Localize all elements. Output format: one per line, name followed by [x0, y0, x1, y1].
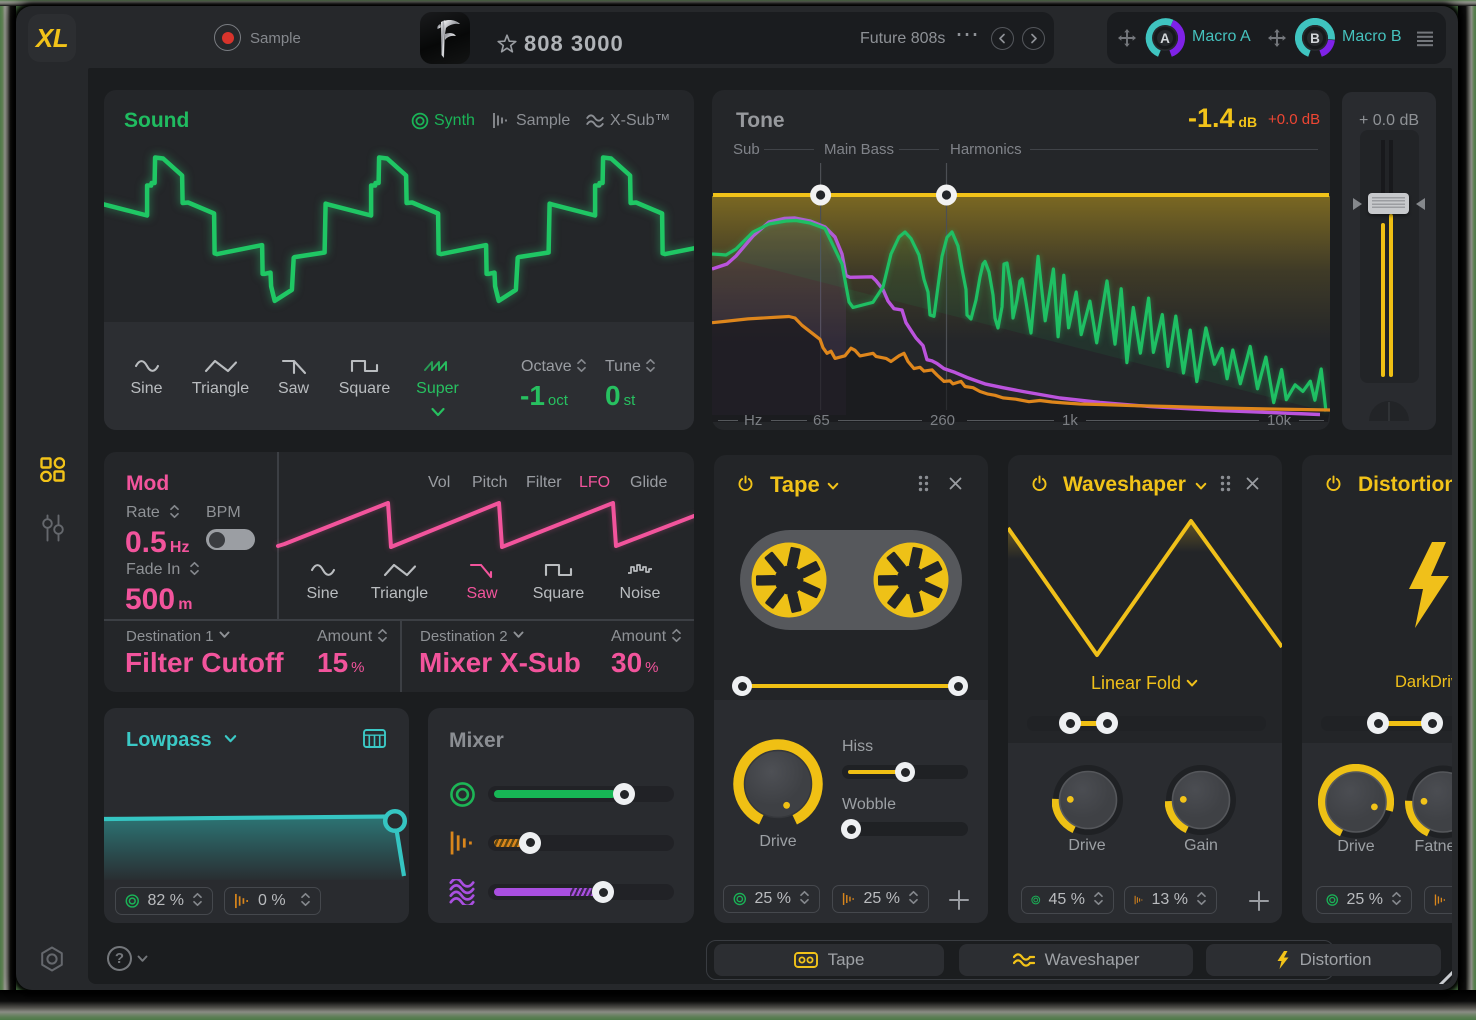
svg-text:A: A: [1160, 31, 1170, 46]
svg-text:B: B: [1310, 31, 1320, 46]
